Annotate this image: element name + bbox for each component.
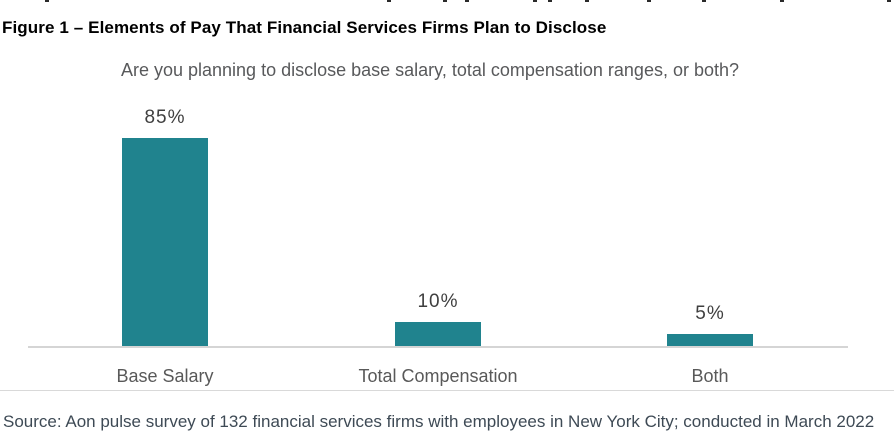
chart-question-subtitle: Are you planning to disclose base salary… [120, 60, 740, 80]
bottom-divider-line [0, 390, 894, 391]
x-axis-baseline [28, 346, 848, 348]
bar-chart-plot: 85% 10% 5% [0, 100, 894, 348]
bar-group-base-salary: 85% [55, 100, 275, 346]
category-label-both: Both [691, 366, 729, 386]
category-label-base-salary: Base Salary [116, 366, 214, 386]
bar-group-total-compensation: 10% [328, 100, 548, 346]
cropped-text-remnants [0, 0, 894, 3]
bar-group-both: 5% [600, 100, 820, 346]
value-label-both: 5% [695, 303, 725, 324]
source-note: Source: Aon pulse survey of 132 financia… [3, 412, 875, 431]
value-label-base-salary: 85% [144, 107, 186, 128]
bar-base-salary [122, 138, 208, 346]
figure-title: Figure 1 – Elements of Pay That Financia… [2, 18, 607, 37]
category-label-total-compensation: Total Compensation [358, 366, 518, 386]
bar-total-compensation [395, 322, 481, 346]
value-label-total-compensation: 10% [417, 291, 459, 312]
bar-both [667, 334, 753, 346]
category-axis-labels: Base Salary Total Compensation Both [0, 366, 894, 388]
